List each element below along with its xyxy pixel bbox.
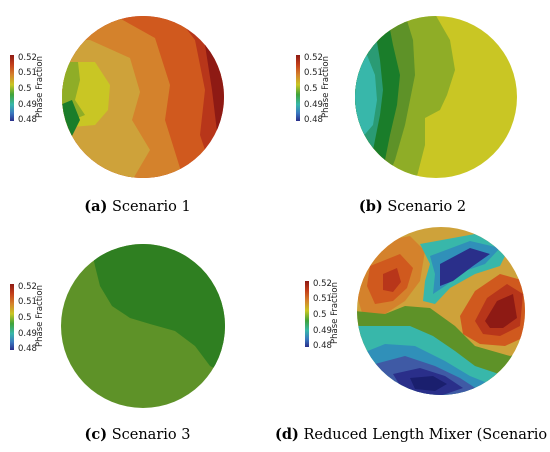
colorbar [296, 55, 300, 121]
colorbar-tick: 0.49 [304, 100, 323, 110]
caption-text: Scenario 1 [107, 199, 191, 215]
colorbar [305, 281, 309, 347]
colorbar-tick: 0.5 [18, 84, 32, 94]
colorbar-tick: 0.51 [18, 297, 37, 307]
colorbar [10, 284, 14, 350]
colorbar-tick: 0.52 [18, 282, 37, 292]
scenario-3-figure: 0.52 0.51 0.5 0.49 0.48 Phase Fraction [10, 244, 225, 408]
caption-letter: (b) [358, 198, 383, 215]
colorbar-tick: 0.5 [18, 313, 32, 323]
contour-field [61, 244, 225, 408]
colorbar-tick: 0.52 [18, 53, 37, 63]
colorbar-title: Phase Fraction [321, 56, 331, 118]
colorbar-tick: 0.48 [18, 115, 37, 125]
panel-scenario-1: 0.52 0.51 0.5 0.49 0.48 Phase Fraction (… [0, 0, 275, 226]
panel-scenario-3: 0.52 0.51 0.5 0.49 0.48 Phase Fraction (… [0, 226, 275, 452]
colorbar-tick: 0.49 [18, 329, 37, 339]
scenario-1-figure: 0.52 0.51 0.5 0.49 0.48 Phase Fraction [10, 16, 224, 178]
reduced-length-mixer-figure: 0.52 0.51 0.5 0.49 0.48 Phase Fraction [305, 227, 525, 395]
panel-reduced-length-mixer: 0.52 0.51 0.5 0.49 0.48 Phase Fraction (… [275, 226, 550, 452]
colorbar-tick: 0.48 [18, 344, 37, 354]
caption-text: Reduced Length Mixer (Scenario 3) [298, 427, 550, 443]
colorbar-tick: 0.52 [304, 53, 323, 63]
colorbar-tick: 0.5 [313, 310, 327, 320]
caption-letter: (a) [84, 198, 108, 215]
contour-field [355, 16, 517, 178]
colorbar-tick: 0.51 [18, 68, 37, 78]
caption-text: Scenario 3 [107, 427, 191, 443]
colorbar-title: Phase Fraction [35, 285, 45, 347]
caption-letter: (d) [275, 426, 299, 443]
colorbar-tick: 0.51 [313, 294, 332, 304]
colorbar-tick: 0.48 [304, 115, 323, 125]
colorbar-title: Phase Fraction [35, 56, 45, 118]
colorbar-tick: 0.49 [313, 326, 332, 336]
caption-scenario-3: (c) Scenario 3 [0, 426, 275, 443]
caption-reduced-length-mixer: (d) Reduced Length Mixer (Scenario 3) [275, 426, 550, 443]
caption-scenario-1: (a) Scenario 1 [0, 198, 275, 215]
caption-letter: (c) [84, 426, 108, 443]
colorbar-tick: 0.48 [313, 341, 332, 351]
colorbar-title: Phase Fraction [330, 282, 340, 344]
caption-scenario-2: (b) Scenario 2 [275, 198, 550, 215]
colorbar-tick: 0.49 [18, 100, 37, 110]
colorbar-tick: 0.52 [313, 279, 332, 289]
scenario-2-figure: 0.52 0.51 0.5 0.49 0.48 Phase Fraction [296, 16, 517, 178]
contour-field [357, 227, 525, 395]
colorbar [10, 55, 14, 121]
colorbar-tick: 0.5 [304, 84, 318, 94]
panel-scenario-2: 0.52 0.51 0.5 0.49 0.48 Phase Fraction (… [275, 0, 550, 226]
caption-text: Scenario 2 [382, 199, 467, 215]
contour-field [62, 16, 224, 178]
colorbar-tick: 0.51 [304, 68, 323, 78]
